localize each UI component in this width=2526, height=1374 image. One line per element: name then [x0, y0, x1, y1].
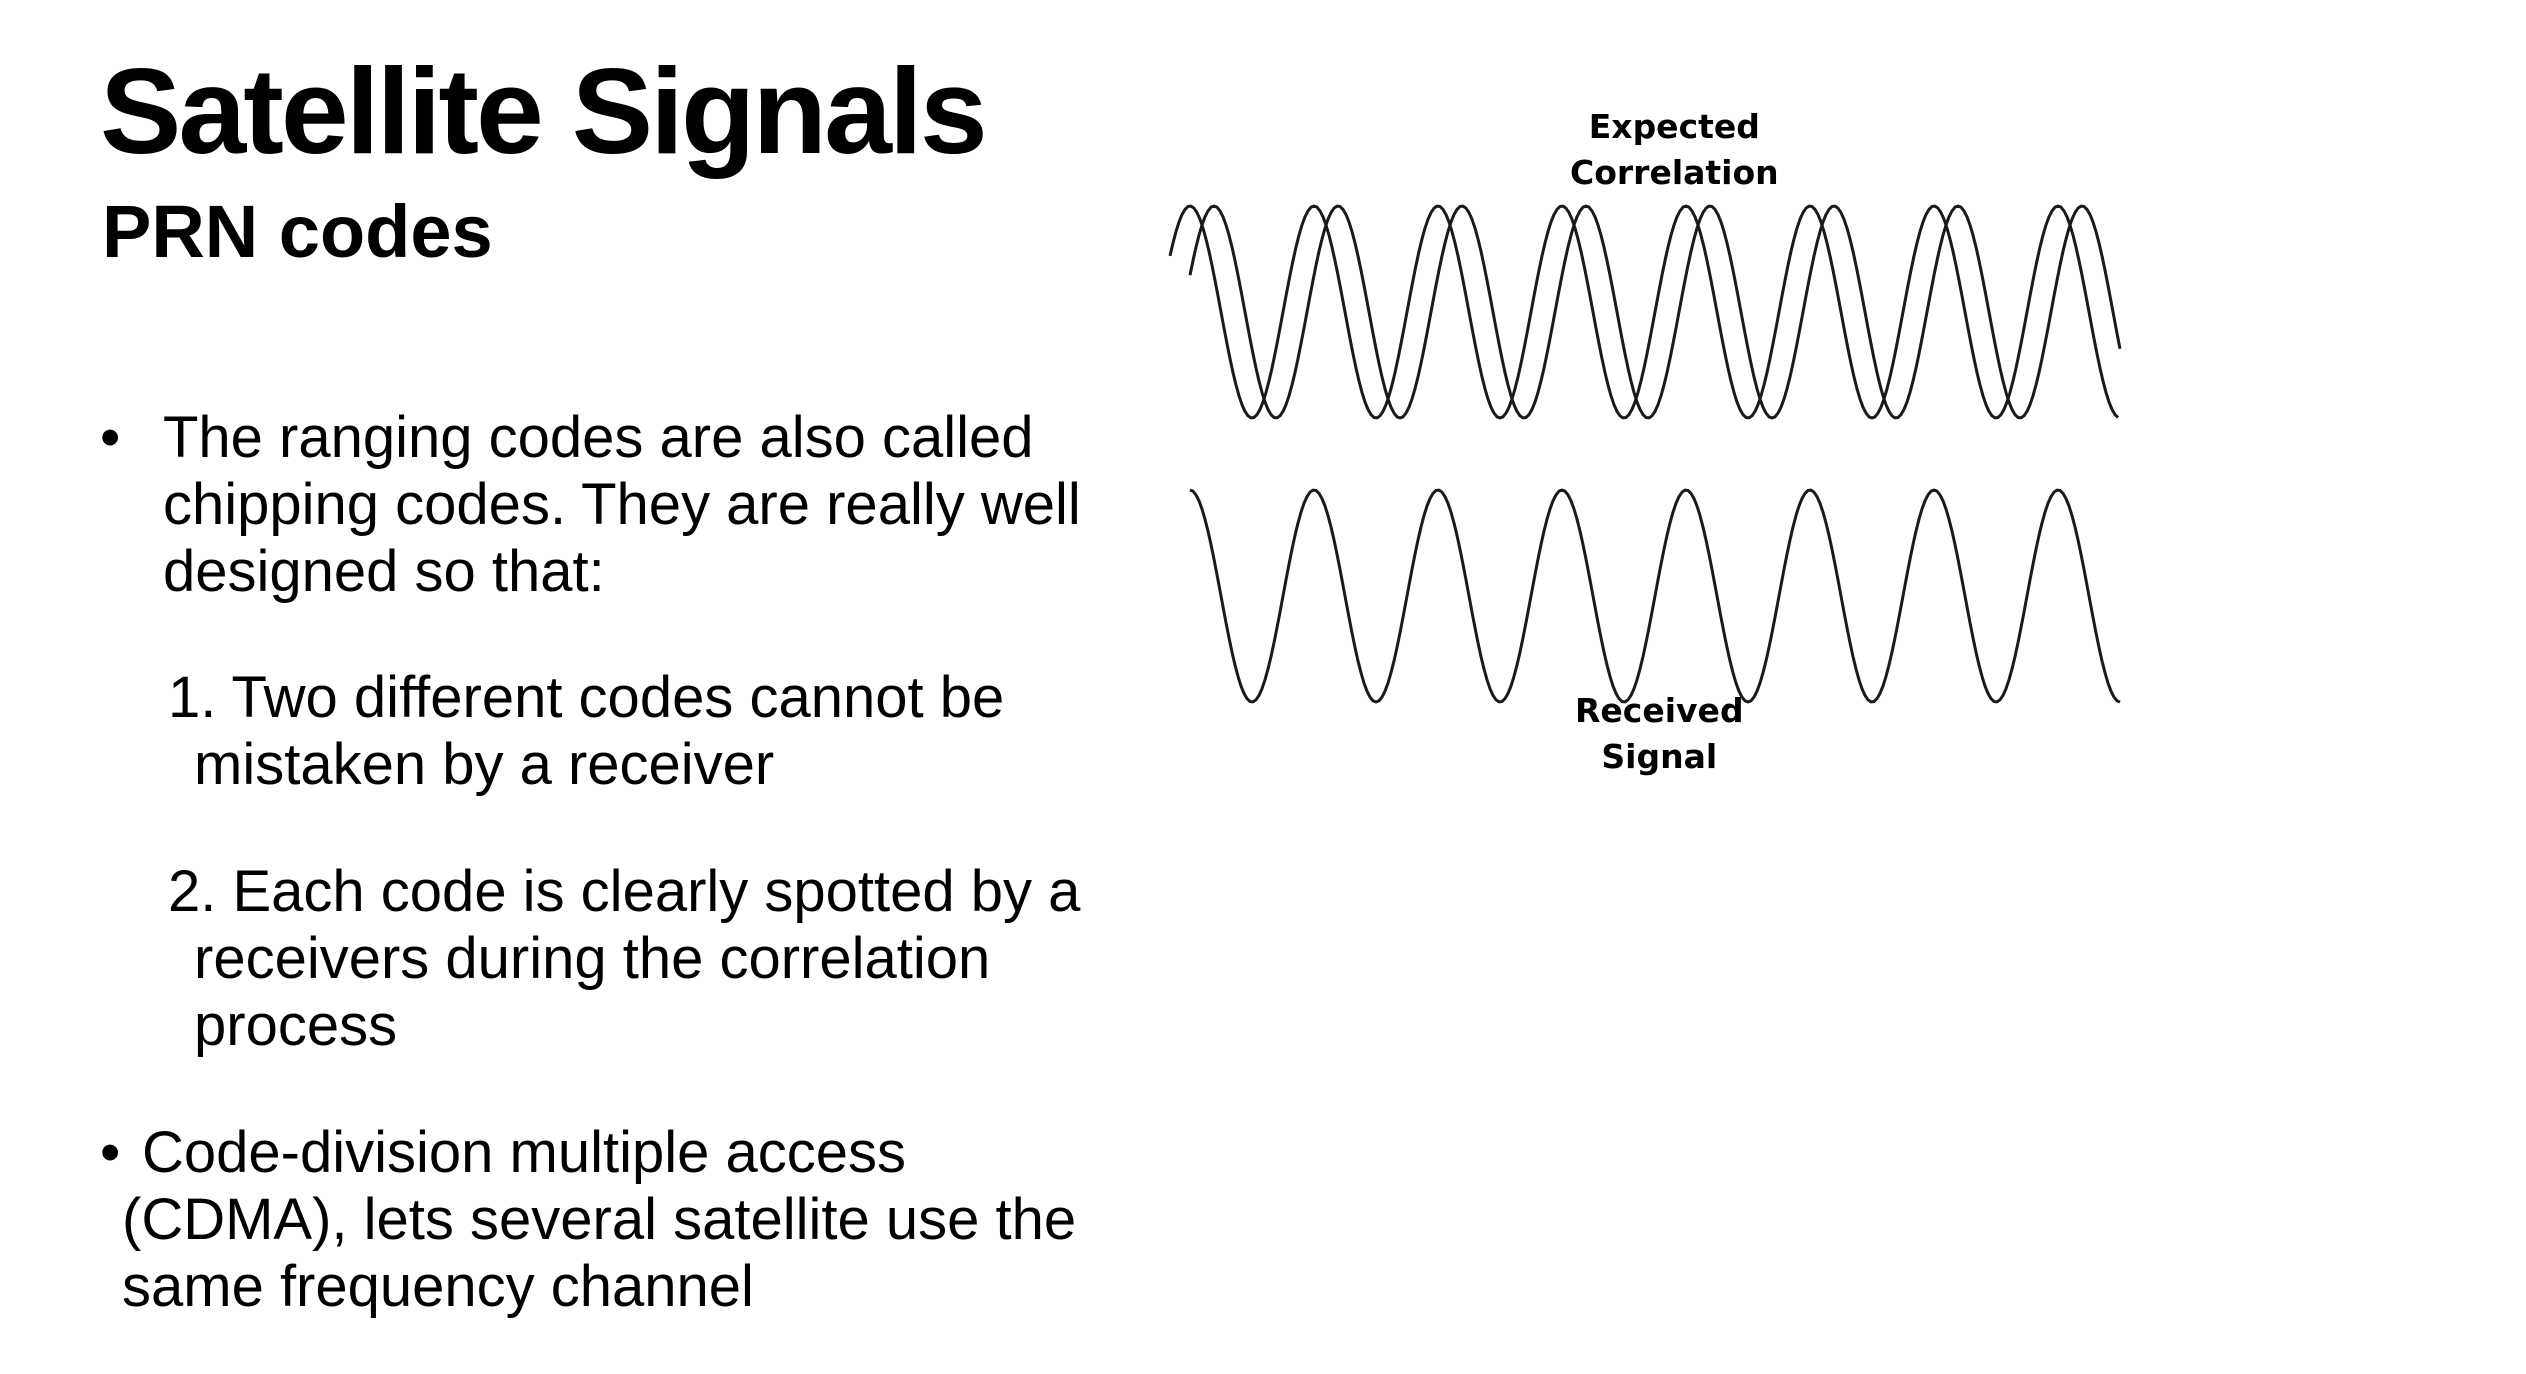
bullet-line: designed so that: — [163, 539, 605, 604]
slide-title: Satellite Signals — [100, 43, 988, 179]
label-line: Received — [1575, 691, 1744, 730]
bullet-line: same frequency channel — [122, 1254, 754, 1319]
bullet-marker: • — [100, 1120, 121, 1185]
expected-correlation-label: Expected Correlation — [1570, 104, 1779, 196]
bullet-line: chipping codes. They are really well — [163, 472, 1081, 537]
bullet-line: Code-division multiple access — [142, 1120, 906, 1185]
received-signal-label: Received Signal — [1575, 688, 1744, 780]
label-line: Signal — [1601, 737, 1718, 776]
bullet-line: (CDMA), lets several satellite use the — [122, 1187, 1077, 1252]
item-line: 2. Each code is clearly spotted by a — [168, 859, 1081, 924]
correlation-figure — [1168, 204, 2122, 704]
item-line: receivers during the correlation — [194, 926, 991, 991]
item-line: 1. Two different codes cannot be — [168, 665, 1005, 730]
label-line: Correlation — [1570, 153, 1779, 192]
item-line: mistaken by a receiver — [194, 732, 775, 797]
received-waveform — [1189, 488, 2121, 704]
bullet-line: The ranging codes are also called — [163, 405, 1034, 470]
shifted-waveform — [1188, 204, 2122, 420]
label-line: Expected — [1588, 107, 1760, 146]
slide-subtitle: PRN codes — [102, 190, 493, 273]
expected-waveform — [1168, 204, 2120, 420]
item-line: process — [194, 993, 398, 1058]
bullet-marker: • — [100, 405, 121, 470]
